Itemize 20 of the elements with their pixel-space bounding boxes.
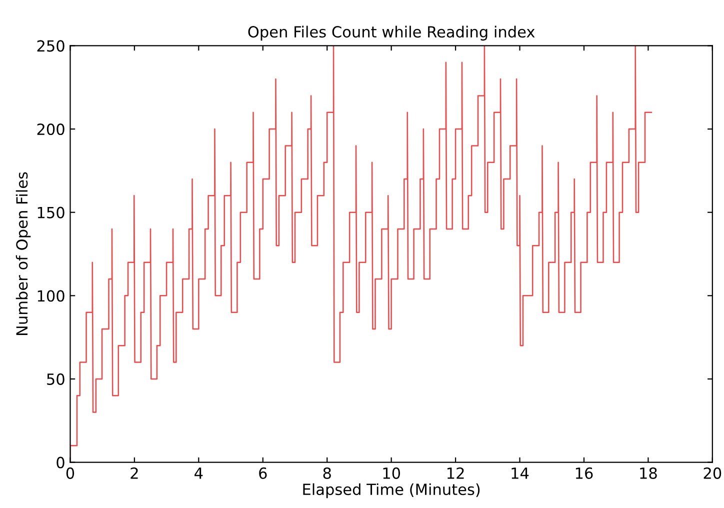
y-axis-title: Number of Open Files <box>16 172 31 335</box>
x-tick-label: 20 <box>704 467 722 479</box>
x-tick-label: 14 <box>512 468 529 479</box>
y-tick-label: 150 <box>38 206 64 218</box>
x-tick-label: 16 <box>576 467 593 479</box>
y-tick-label: 50 <box>47 373 64 385</box>
x-tick-label: 8 <box>323 467 331 479</box>
x-tick-label: 0 <box>66 467 74 479</box>
y-tick-label: 250 <box>37 40 64 52</box>
x-tick-label: 10 <box>383 467 400 479</box>
x-tick-label: 4 <box>194 468 203 479</box>
y-tick-label: 200 <box>37 123 64 136</box>
x-tick-label: 2 <box>130 467 138 479</box>
x-axis-title: Elapsed Time (Minutes) <box>303 483 480 498</box>
x-tick-label: 18 <box>640 467 657 479</box>
x-tick-label: 6 <box>259 467 267 479</box>
chart-title: Open Files Count while Reading index <box>248 26 535 41</box>
y-tick-label: 100 <box>38 290 64 302</box>
y-tick-label: 0 <box>56 456 64 468</box>
x-tick-label: 12 <box>448 467 464 479</box>
